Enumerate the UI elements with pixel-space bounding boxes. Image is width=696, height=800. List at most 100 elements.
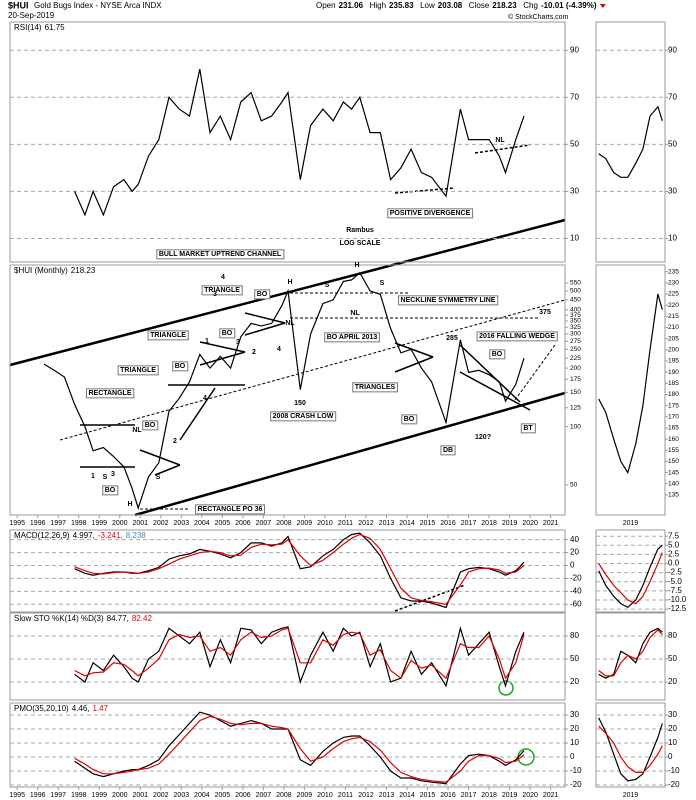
x-tick-label: 1999 — [91, 520, 107, 527]
y-tick-label: 30 — [668, 187, 677, 196]
x-tick-label: 1999 — [91, 792, 107, 799]
triangle-line — [244, 312, 286, 324]
y-tick-label: 50 — [570, 139, 579, 148]
annotation: NL — [285, 320, 295, 327]
y-tick-label: -20 — [668, 780, 680, 789]
y-tick-label: 20 — [668, 724, 677, 733]
triangle-line — [244, 322, 286, 336]
x-tick-label: 1995 — [9, 520, 25, 527]
quote-label: Open — [316, 1, 336, 10]
annotation-box — [142, 420, 159, 431]
annotation: 4 — [277, 346, 281, 353]
panel-frame — [9, 702, 566, 788]
x-tick-label: 2006 — [235, 520, 251, 527]
x-tick-label: 2010 — [317, 792, 333, 799]
y-tick-label: -10 — [668, 766, 680, 775]
legend-value: 84.77, — [107, 614, 129, 623]
annotation: 3 — [236, 339, 240, 346]
annotation: BO — [145, 422, 156, 429]
y-tick-label: 70 — [570, 92, 579, 101]
x-tick-label: 2018 — [481, 520, 497, 527]
y-tick-label: 50 — [570, 654, 579, 663]
watermark: © StockCharts.com — [508, 13, 569, 21]
quote-item: Close 218.23 — [469, 1, 517, 10]
x-tick-label: 2018 — [481, 792, 497, 799]
series-line — [598, 629, 663, 677]
y-tick-label: 190 — [668, 369, 679, 376]
x-tick-label: 2013 — [379, 520, 395, 527]
annotation: DB — [443, 447, 453, 454]
legend-title: MACD(12,26,9) — [14, 531, 70, 540]
legend-value: 4.997, — [73, 531, 95, 540]
chart-date: 20-Sep-2019 — [8, 11, 55, 20]
channel-mid — [59, 299, 566, 441]
x-tick-label: 2006 — [235, 792, 251, 799]
panel-legend: RSI(14) 61.75 — [14, 23, 65, 32]
y-tick-label: 0 — [668, 752, 673, 761]
series-line — [74, 627, 525, 680]
annotation: 285 — [446, 335, 458, 342]
x-tick-label: 2016 — [440, 792, 456, 799]
y-tick-label: -12.5 — [668, 604, 687, 613]
x-tick-label: 1998 — [71, 792, 87, 799]
annotation: BT — [523, 425, 533, 432]
x-tick-label: 2011 — [338, 792, 353, 799]
y-tick-label: -5.0 — [668, 577, 682, 586]
y-tick-label: 160 — [668, 436, 679, 443]
y-tick-label: 180 — [668, 391, 679, 398]
y-tick-label: -60 — [570, 599, 582, 608]
y-tick-label: -40 — [570, 586, 582, 595]
y-tick-label: 5.0 — [668, 540, 680, 549]
annotation-box — [401, 414, 418, 425]
pattern-lines — [9, 144, 566, 766]
annotation: S — [156, 474, 161, 481]
series-line — [598, 552, 663, 605]
legend-value: 1.47 — [93, 704, 109, 713]
x-tick-label: 2020 — [522, 520, 538, 527]
triangle-line — [179, 387, 216, 441]
y-tick-label: 215 — [668, 313, 679, 320]
period-label: 2019 — [623, 792, 639, 799]
panel-frame — [9, 529, 566, 613]
annotation: 3 — [111, 471, 115, 478]
x-tick-label: 2001 — [132, 792, 148, 799]
symbol: $HUI — [8, 0, 29, 10]
quote-item: Open 231.06 — [316, 1, 364, 10]
x-tick-label: 2003 — [174, 520, 190, 527]
period-label: 2019 — [623, 520, 639, 527]
wedge-line — [459, 344, 521, 403]
x-tick-label: 1995 — [9, 792, 25, 799]
annotation: LOG SCALE — [340, 240, 381, 247]
quote-value: 235.83 — [389, 1, 414, 10]
annotation-box — [201, 285, 243, 296]
annotation: 4 — [203, 395, 207, 402]
x-tick-label: 1996 — [30, 520, 46, 527]
y-tick-label: 20 — [570, 677, 579, 686]
series-line — [598, 544, 663, 609]
x-tick-label: 2004 — [194, 520, 210, 527]
annotation: 2016 FALLING WEDGE — [479, 333, 555, 340]
triangle-line — [154, 464, 181, 476]
annotation: S — [325, 282, 330, 289]
y-tick-label: 0 — [570, 561, 575, 570]
x-tick-label: 2019 — [502, 792, 518, 799]
legend-title: $HUI (Monthly) — [14, 266, 68, 275]
annotation: NL — [495, 137, 505, 144]
y-tick-label: 10 — [570, 234, 579, 243]
y-tick-label: 400 — [570, 306, 581, 313]
annotation-box — [254, 289, 271, 300]
annotation: 2 — [173, 438, 177, 445]
x-tick-label: 2000 — [112, 792, 128, 799]
divergence-line — [394, 187, 456, 194]
annotation: BO — [105, 487, 116, 494]
panel-frame — [9, 21, 566, 263]
y-tick-label: 90 — [668, 45, 677, 54]
channel-bottom — [134, 391, 566, 517]
x-tick-label: 2005 — [215, 792, 231, 799]
series-line — [598, 293, 663, 475]
panel-legend: PMO(35,20,10) 4.46, 1.47 — [14, 704, 109, 713]
panel-legend: Slow STO %K(14) %D(3) 84.77, 82.42 — [14, 614, 152, 623]
target-arrow — [514, 344, 556, 401]
y-tick-label: 10 — [570, 738, 579, 747]
